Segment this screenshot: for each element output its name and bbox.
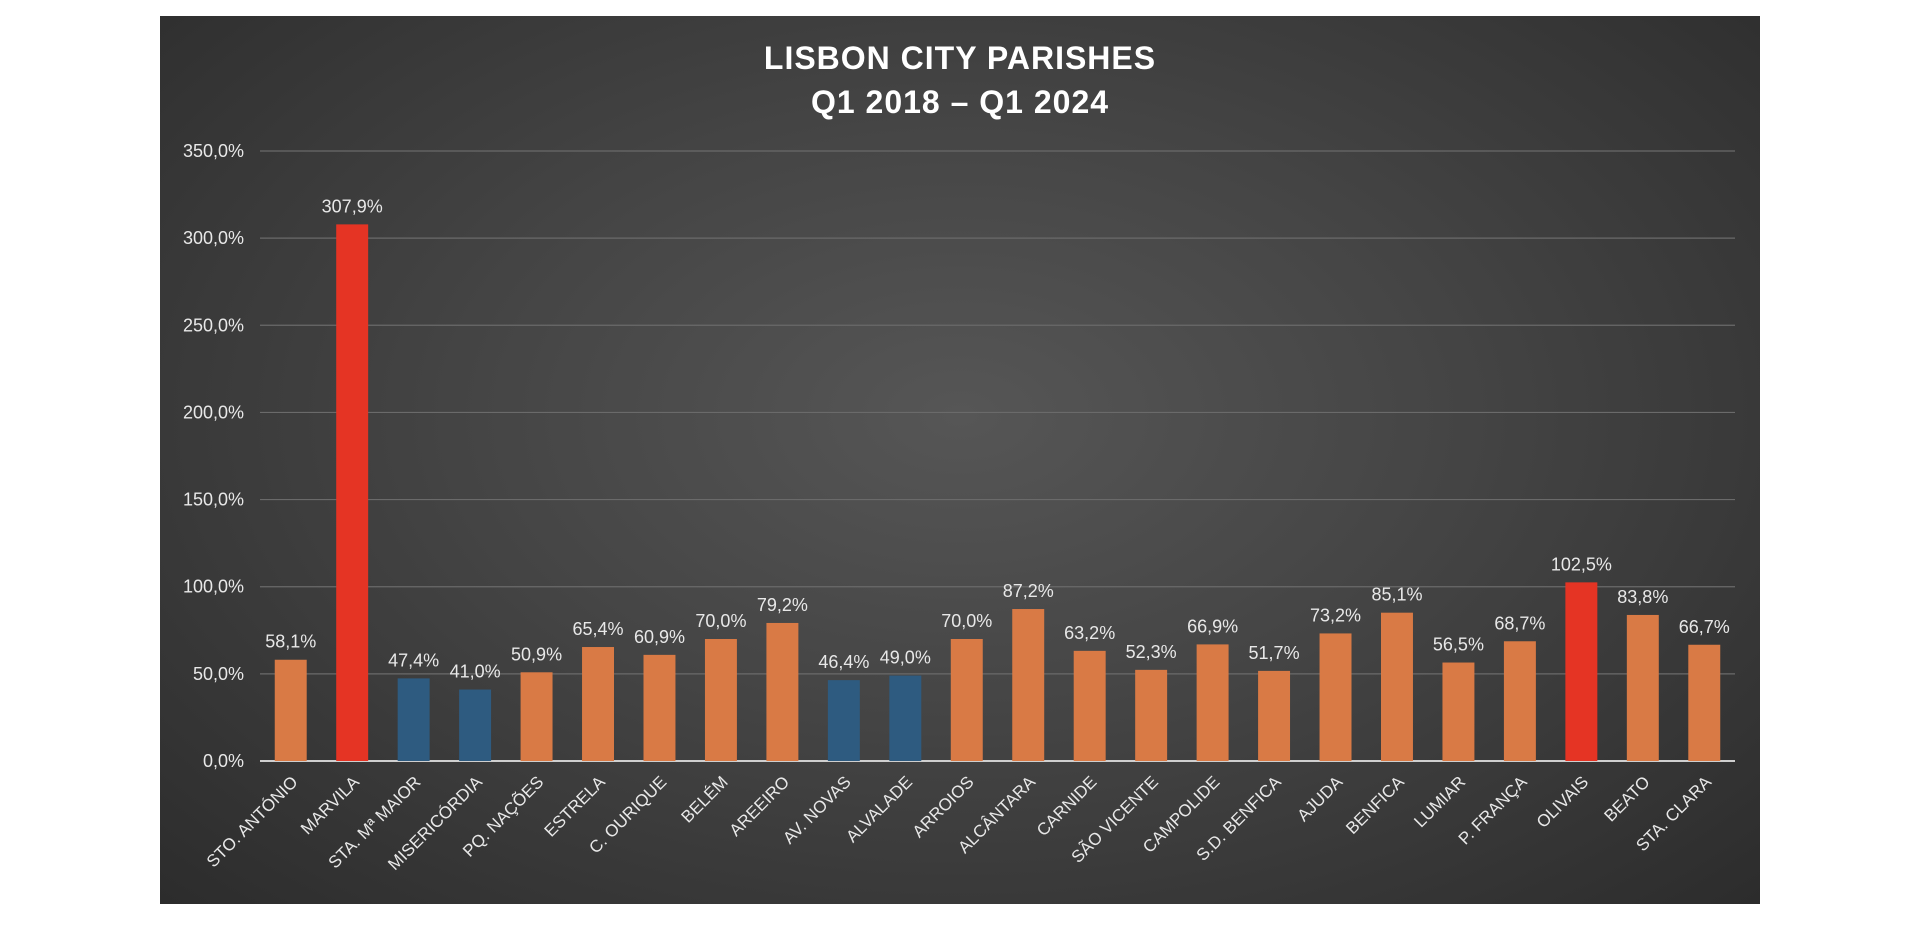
bar <box>1073 650 1106 761</box>
data-label: 70,0% <box>695 611 746 631</box>
bar <box>704 639 737 761</box>
data-label: 68,7% <box>1494 613 1545 633</box>
bar <box>274 659 307 761</box>
data-label: 66,9% <box>1187 616 1238 636</box>
bar <box>1442 662 1475 761</box>
x-tick-label: ALVALADE <box>842 772 916 846</box>
data-label: 65,4% <box>572 619 623 639</box>
bar <box>1381 612 1413 761</box>
chart-title-line-2: Q1 2018 – Q1 2024 <box>810 84 1110 120</box>
x-tick-label: BELÉM <box>678 772 732 826</box>
chart-title-line-1: LISBON CITY PARISHES <box>763 40 1157 76</box>
y-tick-label: 250,0% <box>183 315 244 335</box>
bar <box>459 689 492 761</box>
bar <box>643 654 676 761</box>
chart-panel: LISBON CITY PARISHES Q1 2018 – Q1 2024 0… <box>160 16 1760 904</box>
bar <box>582 647 614 761</box>
data-label: 58,1% <box>265 632 316 652</box>
bar-chart: 0,0% 50,0% 100,0% 150,0% 200,0% 250,0% 300,0% 3… <box>183 141 1735 874</box>
data-label: 49,0% <box>880 648 931 668</box>
y-tick-label: 150,0% <box>183 490 244 510</box>
bar <box>1688 644 1721 761</box>
y-tick-label: 200,0% <box>183 402 244 422</box>
y-tick-label: 0,0% <box>203 751 244 771</box>
data-label: 102,5% <box>1551 554 1612 574</box>
data-label: 46,4% <box>818 652 869 672</box>
bar <box>1196 644 1229 761</box>
data-label: 63,2% <box>1064 623 1115 643</box>
bar <box>889 675 922 761</box>
x-tick-label: MARVILA <box>297 772 363 838</box>
x-tick-label: BENFICA <box>1342 772 1408 838</box>
bar <box>1135 669 1168 761</box>
x-tick-label: OLIVAIS <box>1533 772 1592 831</box>
x-tick-label: STO. ANTÓNIO <box>203 772 302 871</box>
bar <box>520 672 553 761</box>
bar <box>950 639 983 761</box>
bar <box>1012 609 1045 761</box>
y-tick-label: 100,0% <box>183 577 244 597</box>
x-tick-label: LUMIAR <box>1410 772 1469 831</box>
bar <box>1565 582 1598 761</box>
data-label: 50,9% <box>511 644 562 664</box>
data-label: 73,2% <box>1310 605 1361 625</box>
data-label: 83,8% <box>1617 587 1668 607</box>
bar <box>766 622 799 761</box>
y-tick-label: 350,0% <box>183 141 244 161</box>
data-label: 307,9% <box>322 196 383 216</box>
data-label: 85,1% <box>1371 585 1422 605</box>
x-tick-label: BEATO <box>1601 772 1654 825</box>
y-tick-label: 300,0% <box>183 228 244 248</box>
data-label: 79,2% <box>757 595 808 615</box>
data-label: 66,7% <box>1679 617 1730 637</box>
chart-title: LISBON CITY PARISHES Q1 2018 – Q1 2024 <box>160 36 1760 124</box>
data-label: 60,9% <box>634 627 685 647</box>
bar <box>1258 670 1291 761</box>
bar <box>827 680 860 761</box>
bar <box>397 678 430 761</box>
data-label: 70,0% <box>941 611 992 631</box>
data-label: 41,0% <box>450 662 501 682</box>
bar <box>1503 641 1536 761</box>
data-label: 56,5% <box>1433 635 1484 655</box>
bar <box>1319 633 1352 761</box>
bar <box>1626 614 1659 761</box>
x-tick-label: AJUDA <box>1294 772 1347 825</box>
y-tick-label: 50,0% <box>193 664 244 684</box>
data-label: 52,3% <box>1126 642 1177 662</box>
data-label: 47,4% <box>388 650 439 670</box>
data-label: 87,2% <box>1003 581 1054 601</box>
data-label: 51,7% <box>1249 643 1300 663</box>
bar <box>336 224 369 762</box>
